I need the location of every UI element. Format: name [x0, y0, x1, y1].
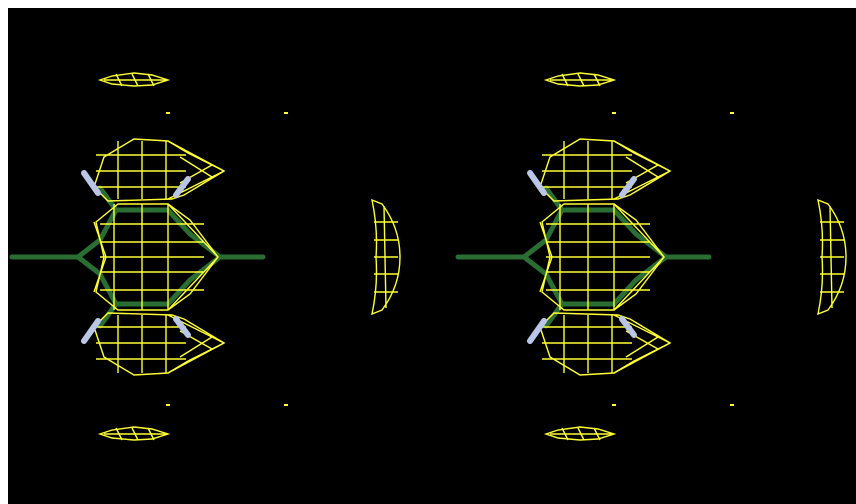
attachment-inner — [619, 316, 637, 338]
central-cage — [539, 203, 665, 311]
lobe-strut — [167, 342, 225, 374]
stereo-panel — [8, 8, 856, 504]
attachment-inner — [173, 316, 191, 338]
marker-dot — [612, 112, 616, 114]
lower-lobe — [539, 312, 672, 376]
filament-left-lower — [521, 254, 549, 277]
cage-strut — [167, 256, 219, 311]
small-body-outline — [97, 72, 171, 87]
lobe-strut — [167, 140, 225, 172]
lens-outline — [371, 198, 401, 316]
bottom-body — [97, 426, 171, 441]
lobe-strut — [179, 336, 213, 358]
lens-meridian — [383, 205, 387, 309]
marker-dot — [730, 112, 734, 114]
attachment-inner — [619, 176, 637, 198]
lens-meridian — [829, 205, 833, 309]
black-background — [8, 8, 856, 504]
lower-lobe — [93, 312, 226, 376]
lens-body — [817, 198, 847, 316]
cage-strut — [93, 256, 107, 293]
filament-left-lower — [75, 254, 103, 277]
marker-dot — [730, 404, 734, 406]
lobe-strut — [613, 342, 671, 374]
wireframe — [93, 72, 401, 441]
stereo-scene — [8, 8, 856, 504]
attachment-outer — [527, 318, 547, 344]
small-body-outline — [97, 426, 171, 441]
bottom-body — [543, 426, 617, 441]
lens-outline — [817, 198, 847, 316]
cage-strut — [93, 221, 107, 258]
cage-strut — [539, 221, 553, 258]
small-body-outline — [543, 426, 617, 441]
attachment-outer — [81, 318, 101, 344]
top-body — [543, 72, 617, 87]
cage-strut — [613, 203, 665, 258]
cage-strut — [613, 256, 665, 311]
lobe-strut — [625, 336, 659, 358]
cage-strut — [539, 256, 553, 293]
upper-lobe — [93, 138, 226, 202]
central-cage — [93, 203, 219, 311]
marker-dot — [284, 404, 288, 406]
small-body-outline — [543, 72, 617, 87]
marker-dot — [284, 112, 288, 114]
wireframe — [539, 72, 847, 441]
attachment-outer — [527, 170, 547, 196]
lobe-strut — [179, 156, 213, 178]
cage-strut — [167, 203, 219, 258]
lobe-strut — [625, 156, 659, 178]
left-view — [9, 72, 401, 441]
right-view — [455, 72, 847, 441]
attachment-outer — [81, 170, 101, 196]
marker-dot — [166, 112, 170, 114]
lobe-strut — [613, 140, 671, 172]
marker-dot — [166, 404, 170, 406]
marker-dot — [612, 404, 616, 406]
attachment-inner — [173, 176, 191, 198]
top-body — [97, 72, 171, 87]
lens-body — [371, 198, 401, 316]
upper-lobe — [539, 138, 672, 202]
